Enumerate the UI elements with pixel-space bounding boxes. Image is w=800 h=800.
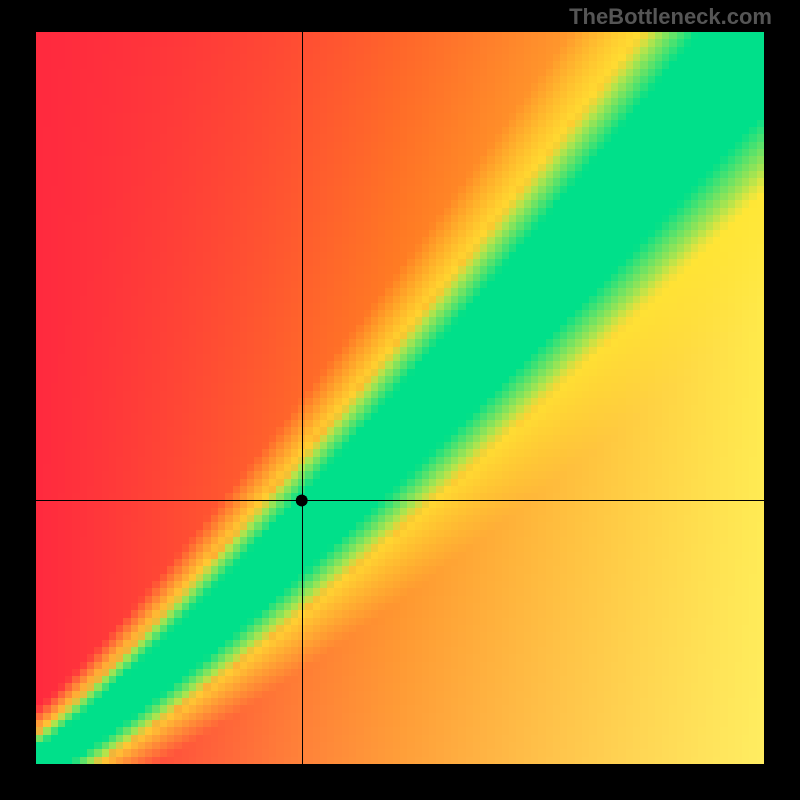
- watermark-text: TheBottleneck.com: [569, 4, 772, 30]
- chart-wrapper: TheBottleneck.com: [0, 0, 800, 800]
- bottleneck-heatmap: [36, 32, 764, 764]
